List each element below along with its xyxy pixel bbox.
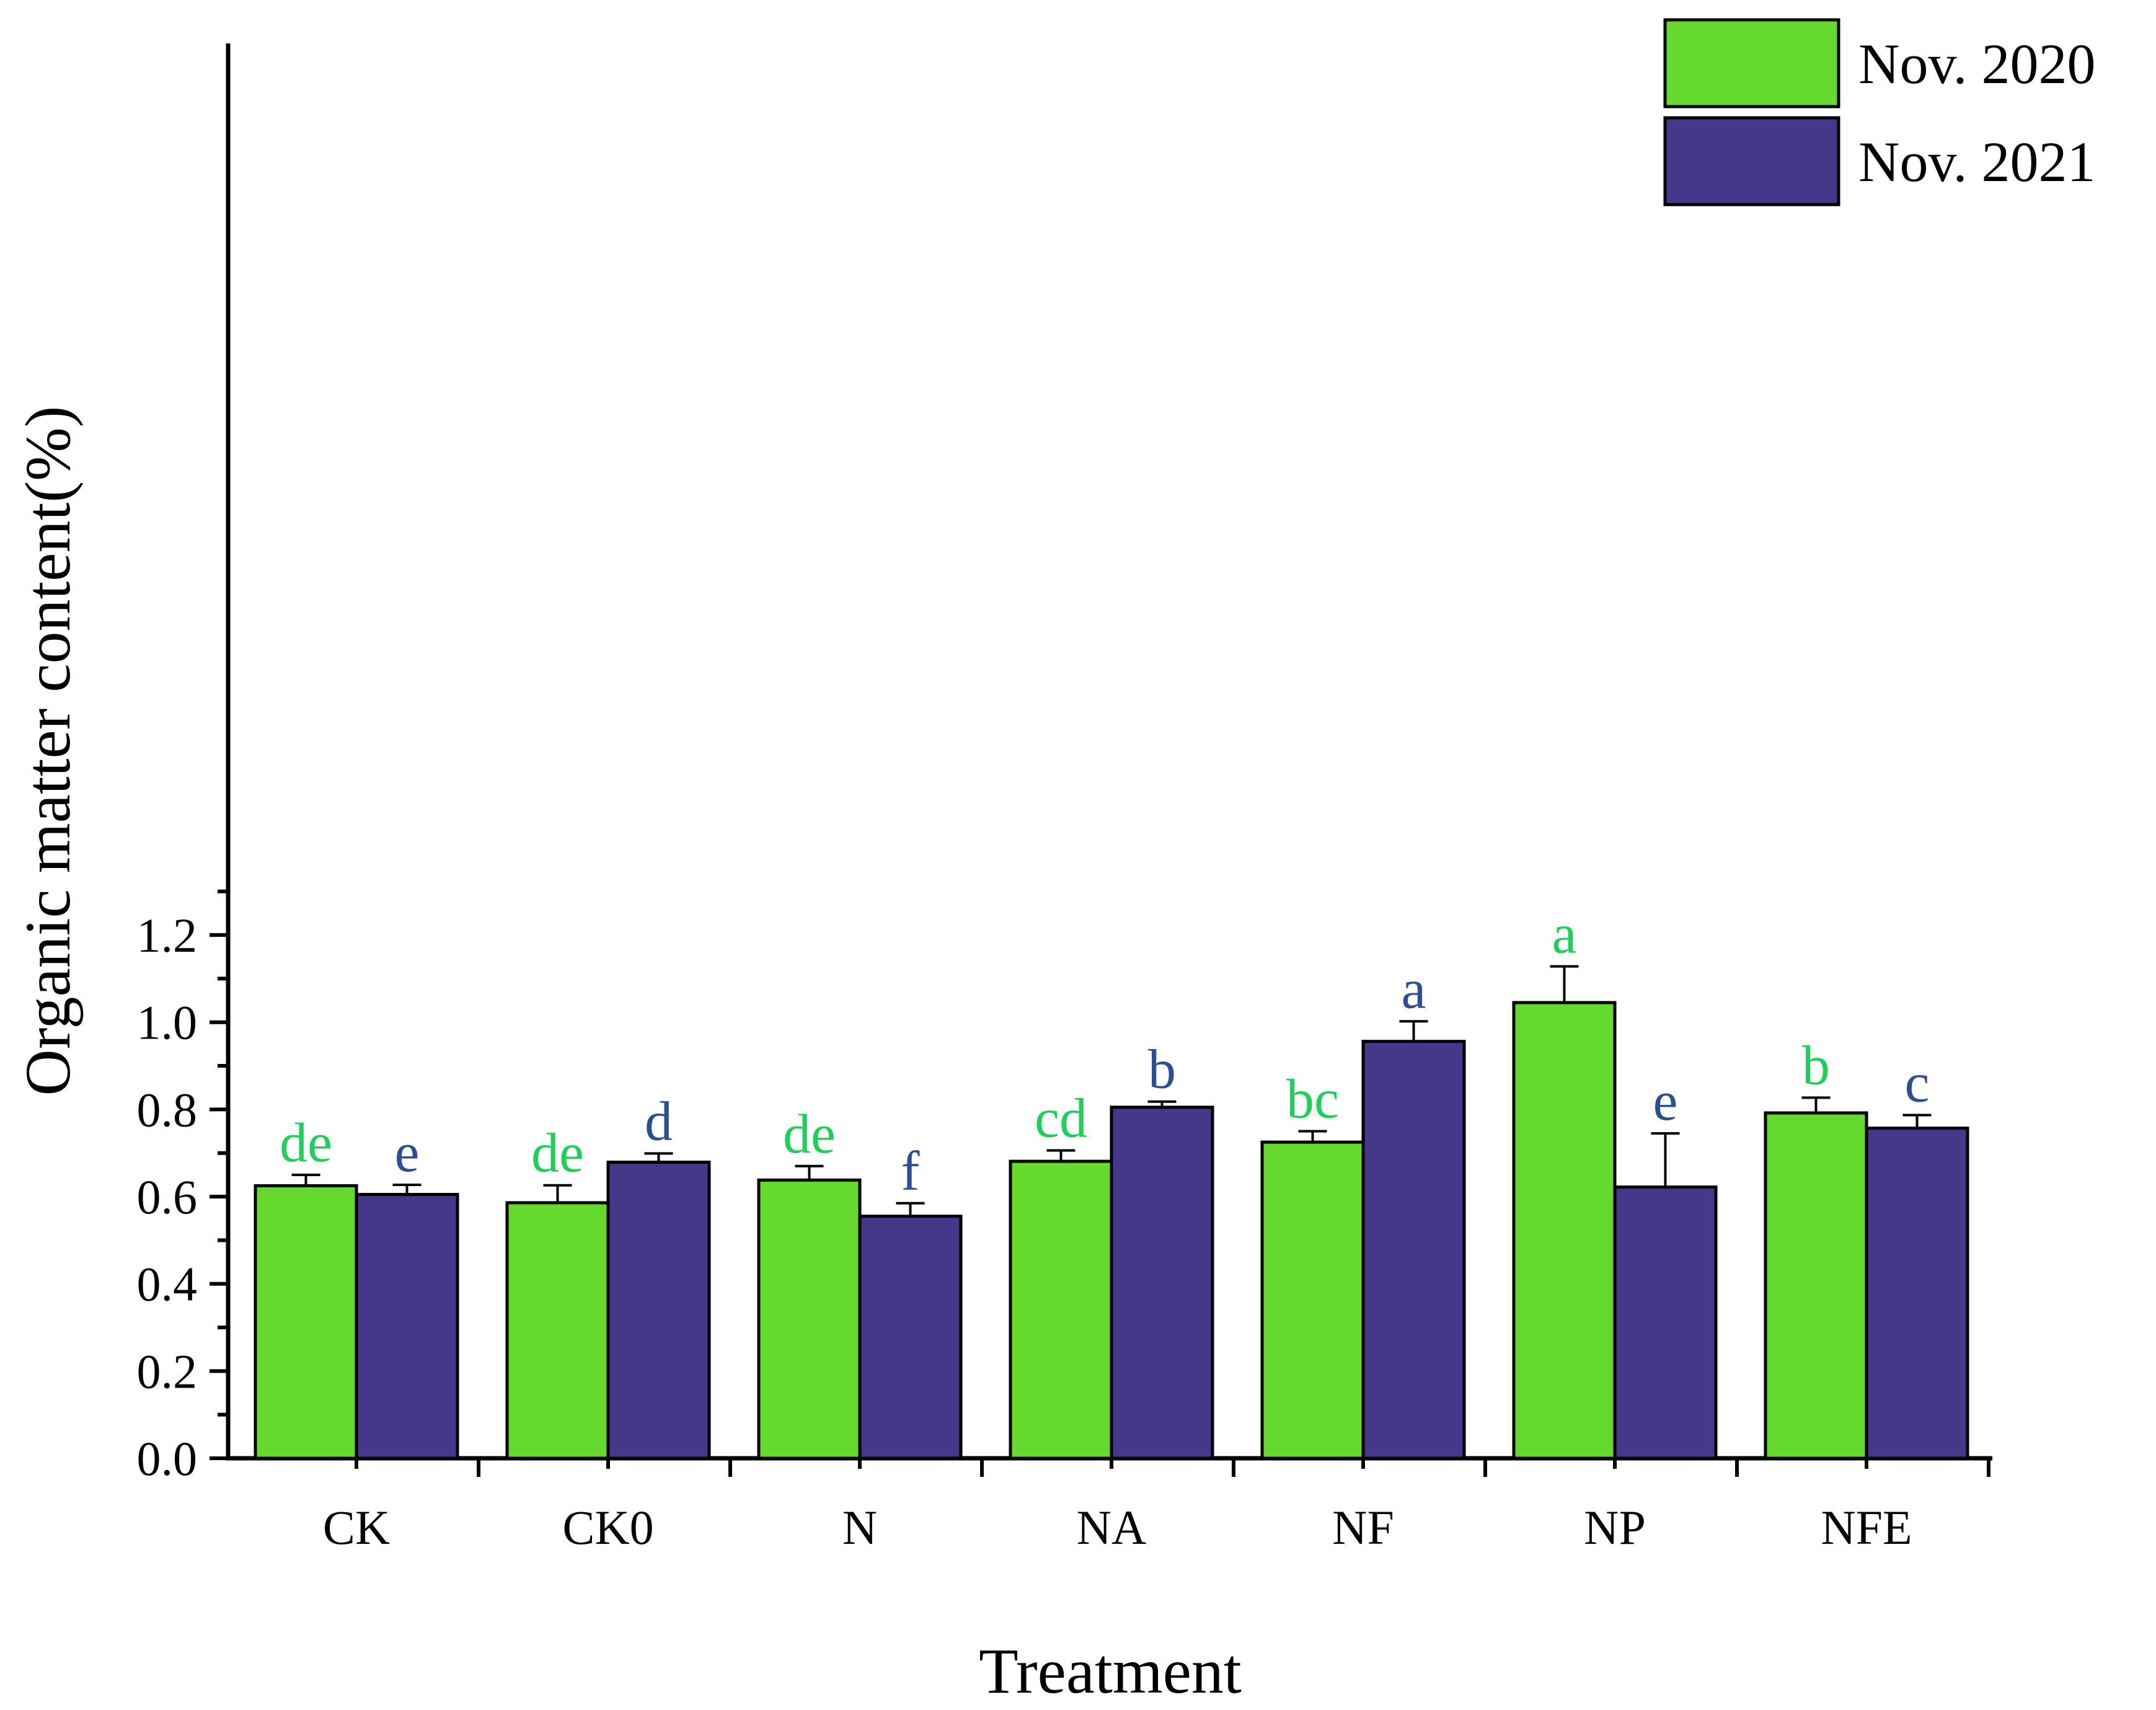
bar-n-2021 — [858, 1215, 963, 1460]
significance-letter: f — [901, 1141, 920, 1202]
bar-n-2020 — [757, 1178, 862, 1460]
legend-label-2021: Nov. 2021 — [1858, 130, 2095, 193]
x-tick-label-nf: NF — [1332, 1500, 1394, 1554]
y-tick-label: 1.2 — [137, 908, 198, 962]
bar-ck-2021 — [355, 1193, 459, 1460]
tick-labels: 0.0 0.2 0.4 0.6 0.8 1.0 1.2 CK CK0 N NA NF NP NFE — [137, 908, 1912, 1554]
legend: Nov. 2020 Nov. 2021 — [1663, 18, 2095, 206]
bar-na-2021 — [1110, 1105, 1214, 1460]
bars — [254, 1001, 1969, 1460]
y-axis-title: Organic matter content(%) — [12, 406, 84, 1096]
error-bars — [291, 965, 1932, 1216]
legend-swatch-2020 — [1663, 18, 1840, 109]
significance-letter: e — [395, 1122, 420, 1184]
significance-letter: c — [1905, 1053, 1930, 1114]
y-tick-label: 0.4 — [137, 1257, 198, 1311]
significance-letter: a — [1552, 904, 1577, 965]
bar-np-2020 — [1512, 1001, 1617, 1460]
bar-np-2021 — [1613, 1185, 1718, 1460]
bar-nfe-2020 — [1764, 1111, 1868, 1460]
legend-label-2020: Nov. 2020 — [1858, 32, 2095, 95]
x-tick-label-n: N — [842, 1500, 877, 1554]
significance-letter: b — [1802, 1035, 1830, 1096]
bar-nf-2020 — [1260, 1140, 1365, 1460]
x-tick-label-np: NP — [1584, 1500, 1646, 1554]
y-tick-label: 1.0 — [137, 996, 198, 1050]
significance-letter: cd — [1035, 1088, 1087, 1149]
x-axis-title: Treatment — [979, 1636, 1242, 1707]
y-tick-label: 0.2 — [137, 1344, 198, 1398]
significance-letter: de — [783, 1104, 836, 1165]
bar-ck0-2021 — [606, 1160, 711, 1460]
x-tick-label-nfe: NFE — [1821, 1500, 1912, 1554]
y-tick-label: 0.0 — [137, 1432, 198, 1486]
legend-swatch-2021 — [1663, 116, 1840, 206]
bar-nf-2021 — [1361, 1040, 1466, 1460]
bar-ck-2020 — [254, 1184, 358, 1460]
significance-letter: d — [645, 1091, 673, 1152]
x-tick-label-ck: CK — [323, 1500, 390, 1554]
significance-letter: de — [531, 1123, 584, 1184]
x-tick-label-na: NA — [1077, 1500, 1147, 1554]
y-tick-label: 0.8 — [137, 1083, 198, 1136]
bar-nfe-2021 — [1865, 1127, 1969, 1460]
significance-letter: bc — [1286, 1069, 1339, 1130]
bar-ck0-2020 — [505, 1201, 610, 1460]
bar-na-2020 — [1009, 1159, 1113, 1460]
significance-letter: e — [1653, 1071, 1678, 1132]
significance-letter: de — [280, 1112, 332, 1174]
y-tick-label: 0.6 — [137, 1170, 198, 1224]
significance-letter: b — [1148, 1039, 1176, 1101]
significance-letter: a — [1402, 959, 1426, 1020]
significance-letters: de de de cd bc a b e d f b a e c — [280, 904, 1929, 1202]
x-tick-label-ck0: CK0 — [562, 1500, 653, 1554]
